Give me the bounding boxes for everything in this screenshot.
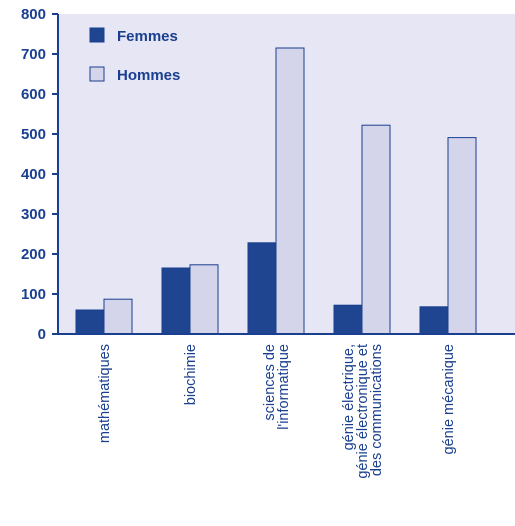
legend-swatch-hommes: [89, 66, 105, 82]
category-label-3-0: génie électrique,: [341, 344, 357, 450]
category-label-1-0: biochimie: [183, 344, 199, 405]
legend-label-femmes: Femmes: [117, 28, 178, 45]
bar-hommes-3: [361, 124, 391, 335]
category-label-3-1: génie électronique et: [355, 344, 371, 479]
bar-femmes-1: [161, 267, 191, 335]
bar-hommes-1: [189, 264, 219, 335]
legend: Femmes Hommes: [89, 27, 180, 84]
bar-hommes-2: [275, 47, 305, 335]
bar-femmes-2: [247, 242, 277, 335]
category-label-2-0: sciences de: [262, 344, 278, 421]
bar-hommes-4: [447, 137, 477, 335]
legend-label-hommes: Hommes: [117, 67, 180, 84]
y-tick-label-6: 600: [21, 86, 46, 103]
y-tick-label-8: 800: [21, 6, 46, 23]
y-tick-label-0: 0: [38, 326, 46, 343]
category-label-0-0: mathématiques: [97, 344, 113, 443]
category-label-2-1: l'informatique: [276, 344, 292, 430]
y-tick-label-4: 400: [21, 166, 46, 183]
y-axis-ticks: 0 100 200 300 400 500 600 700 800: [21, 6, 58, 343]
bar-hommes-0: [103, 298, 133, 335]
legend-swatch-femmes: [89, 27, 105, 43]
y-tick-label-7: 700: [21, 46, 46, 63]
bars-group: [75, 47, 477, 335]
y-tick-label-5: 500: [21, 126, 46, 143]
y-tick-label-2: 200: [21, 246, 46, 263]
bar-femmes-3: [333, 304, 363, 335]
bar-femmes-0: [75, 309, 105, 335]
x-axis-labels: mathématiques biochimie sciences del'infor…: [97, 344, 457, 479]
category-label-3-2: des communications: [369, 344, 385, 476]
y-tick-label-3: 300: [21, 206, 46, 223]
bar-femmes-4: [419, 306, 449, 335]
y-tick-label-1: 100: [21, 286, 46, 303]
category-label-4-0: génie mécanique: [441, 344, 457, 454]
